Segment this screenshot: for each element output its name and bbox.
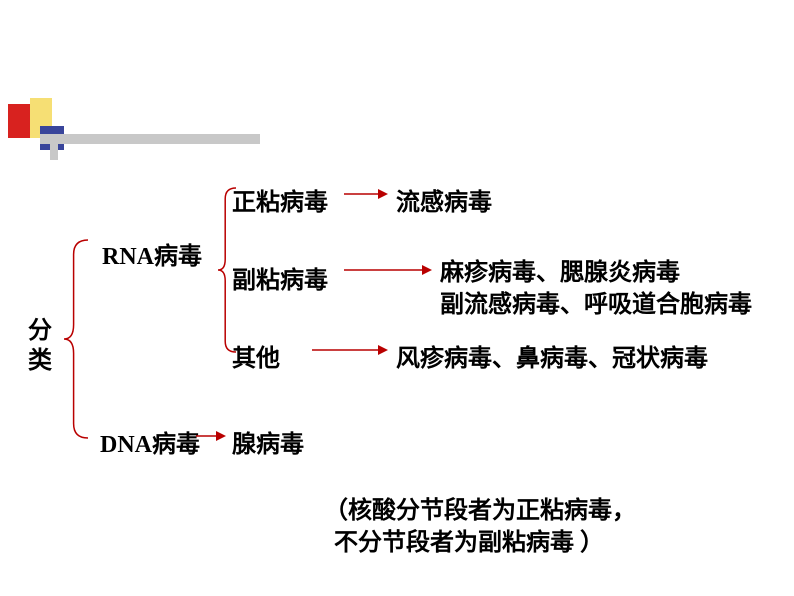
arrow-3 bbox=[196, 431, 226, 441]
arrow-0 bbox=[344, 189, 388, 199]
liugan-label: 流感病毒 bbox=[396, 182, 492, 217]
note-line1: （核酸分节段者为正粘病毒， bbox=[324, 490, 636, 525]
mazhen-label: 麻疹病毒、腮腺炎病毒 bbox=[440, 252, 680, 287]
xianbingdu-label: 腺病毒 bbox=[232, 424, 304, 459]
root-bracket bbox=[64, 240, 88, 438]
fengzhen-label: 风疹病毒、鼻病毒、冠状病毒 bbox=[396, 338, 708, 373]
arrow-1 bbox=[344, 265, 432, 275]
arrow-2 bbox=[312, 345, 388, 355]
other-label: 其他 bbox=[232, 338, 280, 373]
root-label: 分 类 bbox=[28, 316, 52, 376]
zhengnian-label: 正粘病毒 bbox=[232, 182, 328, 217]
dna-label: DNA病毒 bbox=[100, 424, 200, 459]
fuliugan-label: 副流感病毒、呼吸道合胞病毒 bbox=[440, 284, 752, 319]
slide: 分 类 RNA病毒 DNA病毒 正粘病毒 副粘病毒 其他 腺病毒 流感病毒 麻疹… bbox=[0, 0, 794, 596]
corner-decoration bbox=[8, 98, 268, 168]
funian-label: 副粘病毒 bbox=[232, 260, 328, 295]
root-line1: 分 bbox=[28, 316, 52, 346]
note-line2: 不分节段者为副粘病毒 ） bbox=[334, 522, 604, 557]
root-line2: 类 bbox=[28, 346, 52, 376]
rna-label: RNA病毒 bbox=[102, 236, 202, 271]
